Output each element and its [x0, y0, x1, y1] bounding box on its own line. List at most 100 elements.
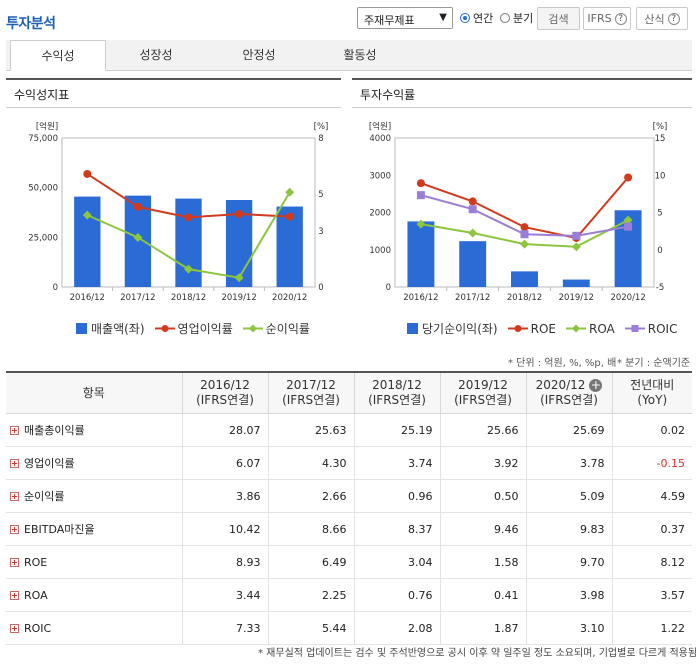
row-label[interactable]: ROE: [6, 545, 182, 579]
radio-quarter-dot[interactable]: [500, 13, 510, 23]
tab-growth[interactable]: 성장성: [139, 48, 173, 62]
bar: [511, 271, 538, 287]
search-button[interactable]: 검색: [537, 7, 580, 30]
row-name: 순이익률: [24, 490, 65, 503]
left-tick-label: 4000: [369, 134, 391, 144]
point-marker: [133, 232, 143, 242]
value-cell: 3.74: [353, 446, 440, 480]
radio-quarter[interactable]: 분기: [500, 10, 533, 26]
row-label[interactable]: 순이익률: [6, 479, 182, 513]
expand-plus-icon[interactable]: [10, 459, 19, 468]
radio-annual-label: 연간: [473, 12, 494, 25]
left-tick-label: 75,000: [28, 134, 58, 144]
value-cell: 25.19: [353, 413, 440, 447]
point-marker: [571, 242, 581, 252]
point-marker: [234, 273, 244, 283]
value-cell: 25.69: [525, 413, 612, 447]
point-marker: [468, 205, 477, 214]
chart1-title: 수익성지표: [6, 78, 341, 108]
expand-plus-icon[interactable]: +: [589, 378, 603, 392]
table-row: 매출총이익률 28.07 25.63 25.19 25.66 25.69 0.02: [6, 413, 692, 447]
row-name: 영업이익률: [24, 457, 75, 470]
value-cell: 2.08: [353, 611, 440, 645]
expand-plus-icon[interactable]: [10, 557, 19, 567]
right-tick-label: 0: [657, 246, 662, 256]
line-swatch-icon: [154, 325, 175, 332]
tab-activity[interactable]: 활동성: [343, 48, 377, 62]
expand-plus-icon[interactable]: [10, 525, 19, 534]
radio-annual[interactable]: 연간: [460, 10, 493, 26]
row-label[interactable]: ROA: [6, 578, 182, 612]
radio-annual-dot[interactable]: [460, 13, 470, 23]
bar: [175, 198, 202, 287]
value-cell: 3.04: [353, 545, 440, 579]
tab-stability[interactable]: 안정성: [242, 48, 276, 62]
header-item: 항목: [6, 371, 183, 414]
line-swatch-icon: [507, 325, 528, 332]
ifrs-help-button[interactable]: IFRS?: [583, 7, 631, 30]
legend-label: 매출액(좌): [91, 322, 145, 336]
point-marker: [133, 202, 142, 211]
left-tick-label: 0: [53, 283, 58, 293]
row-label[interactable]: 매출총이익률: [6, 413, 182, 447]
yoy-cell: 0.02: [611, 413, 692, 447]
statement-select[interactable]: 주재무제표 ▼: [357, 7, 453, 29]
left-tick-label: 50,000: [28, 184, 58, 194]
point-marker: [572, 231, 581, 240]
tab-profitability[interactable]: 수익성: [10, 40, 106, 71]
yoy-cell: 0.37: [611, 512, 692, 546]
expand-plus-icon[interactable]: [10, 590, 19, 600]
row-label[interactable]: EBITDA마진율: [6, 512, 182, 546]
point-marker: [520, 230, 529, 239]
line-swatch-icon: [624, 325, 645, 332]
bar: [74, 196, 101, 287]
header-label: 2019/12: [458, 378, 508, 392]
row-label[interactable]: ROIC: [6, 611, 182, 645]
row-name: EBITDA마진율: [24, 523, 95, 536]
yoy-cell: 4.59: [611, 479, 692, 513]
right-tick-label: 15: [655, 134, 666, 144]
right-tick-label: 3: [318, 227, 323, 237]
value-cell: 25.66: [439, 413, 526, 447]
header-sub: (IFRS연결): [454, 393, 512, 407]
left-tick-label: 0: [386, 283, 391, 293]
yoy-cell: 3.57: [611, 578, 692, 612]
expand-plus-icon[interactable]: [10, 623, 19, 633]
header-sub: (IFRS연결): [282, 393, 340, 407]
value-cell: 7.33: [181, 611, 268, 645]
formula-label: 산식: [644, 12, 665, 26]
footer-note: * 재무실적 업데이트는 검수 및 주석반영으로 공시 이후 약 일주일 정도 …: [258, 648, 698, 659]
legend-label: ROE: [530, 321, 556, 336]
formula-help-button[interactable]: 산식?: [636, 7, 688, 30]
point-marker: [184, 264, 193, 274]
value-cell: 0.76: [353, 578, 440, 612]
left-tick-label: 3000: [369, 171, 391, 181]
value-cell: 2.66: [267, 479, 354, 513]
legend-item: ROE: [507, 321, 556, 336]
legend-label: 당기순이익(좌): [422, 322, 498, 336]
right-tick-label: 0: [318, 283, 323, 293]
point-marker: [416, 179, 425, 188]
value-cell: 10.42: [181, 512, 268, 546]
value-cell: 1.58: [439, 545, 526, 579]
expand-plus-icon[interactable]: [10, 426, 19, 435]
value-cell: 1.87: [439, 611, 526, 645]
table-row: ROA 3.44 2.25 0.76 0.41 3.98 3.57: [6, 578, 692, 612]
value-cell: 3.78: [525, 446, 612, 480]
table-row: 영업이익률 6.07 4.30 3.74 3.92 3.78 -0.15: [6, 446, 692, 480]
legend-item: 순이익률: [242, 320, 310, 337]
value-cell: 5.09: [525, 479, 612, 513]
legend-label: ROIC: [647, 321, 678, 336]
point-marker: [416, 219, 426, 229]
expand-plus-icon[interactable]: [10, 492, 19, 501]
table-row: ROIC 7.33 5.44 2.08 1.87 3.10 1.22: [6, 611, 692, 645]
chart2-title: 투자수익률: [352, 78, 692, 108]
point-marker: [285, 187, 295, 197]
row-name: ROIC: [24, 621, 52, 635]
line-swatch-icon: [565, 324, 586, 333]
category-label: 2020/12: [610, 293, 645, 303]
row-label[interactable]: 영업이익률: [6, 446, 182, 480]
chart2-legend: 당기순이익(좌) ROE ROA ROIC: [407, 320, 687, 337]
yoy-cell: 8.12: [611, 545, 692, 579]
value-cell: 3.44: [181, 578, 268, 612]
